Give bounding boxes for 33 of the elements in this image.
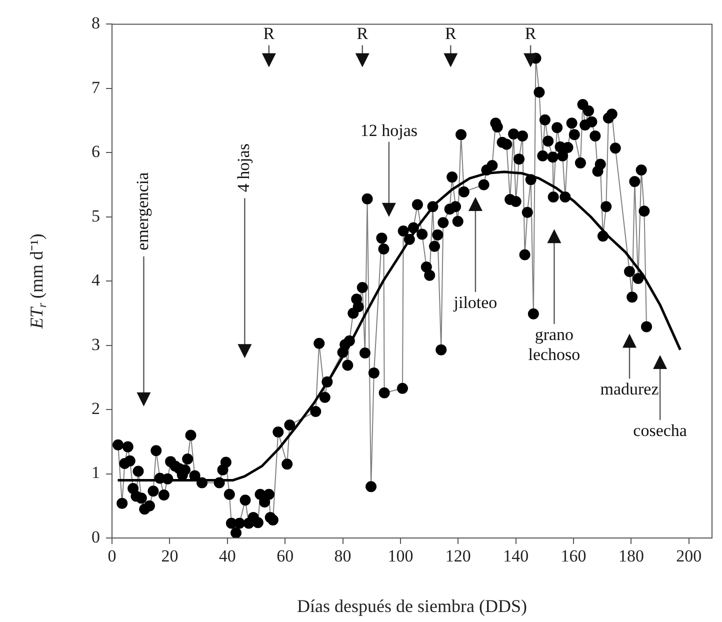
x-tick-label: 100 (388, 546, 414, 566)
annotation: madurez (600, 380, 660, 399)
y-tick-label: 8 (92, 14, 100, 33)
y-tick-label: 4 (92, 270, 100, 290)
x-axis-title: Días después de siembra (DDS) (297, 596, 527, 616)
x-tick-label: 20 (161, 546, 178, 566)
y-tick-label: 2 (92, 399, 100, 418)
annotation: 12 hojas (360, 120, 418, 140)
x-tick-label: 200 (676, 546, 702, 566)
annotation: cosecha (633, 420, 688, 440)
y-tick-label: 0 (92, 527, 100, 546)
y-tick-label: 5 (92, 206, 100, 226)
y-tick-label: 6 (92, 142, 100, 162)
x-tick-label: 180 (618, 546, 644, 566)
y-tick-label: 1 (92, 463, 100, 482)
x-tick-label: 60 (276, 546, 294, 566)
x-tick-label: 120 (445, 546, 471, 566)
annotation: R (444, 24, 457, 44)
annotation: 4 hojas (234, 144, 254, 192)
annotation: R (524, 24, 537, 44)
x-tick-label: 160 (560, 546, 586, 566)
annotation: jiloteo (452, 292, 498, 312)
annotation: R (263, 24, 276, 44)
annotation: R (356, 24, 369, 44)
y-tick-label: 7 (92, 78, 100, 97)
y-tick-label: 3 (92, 334, 100, 354)
y-axis-title: ETr (mm d⁻¹) (26, 234, 50, 330)
x-tick-label: 140 (503, 546, 529, 566)
x-tick-label: 0 (108, 546, 116, 566)
annotation: grano lechoso (528, 325, 580, 364)
x-tick-label: 40 (218, 546, 236, 566)
x-tick-label: 80 (334, 546, 352, 566)
annotation: emergencia (133, 172, 152, 250)
